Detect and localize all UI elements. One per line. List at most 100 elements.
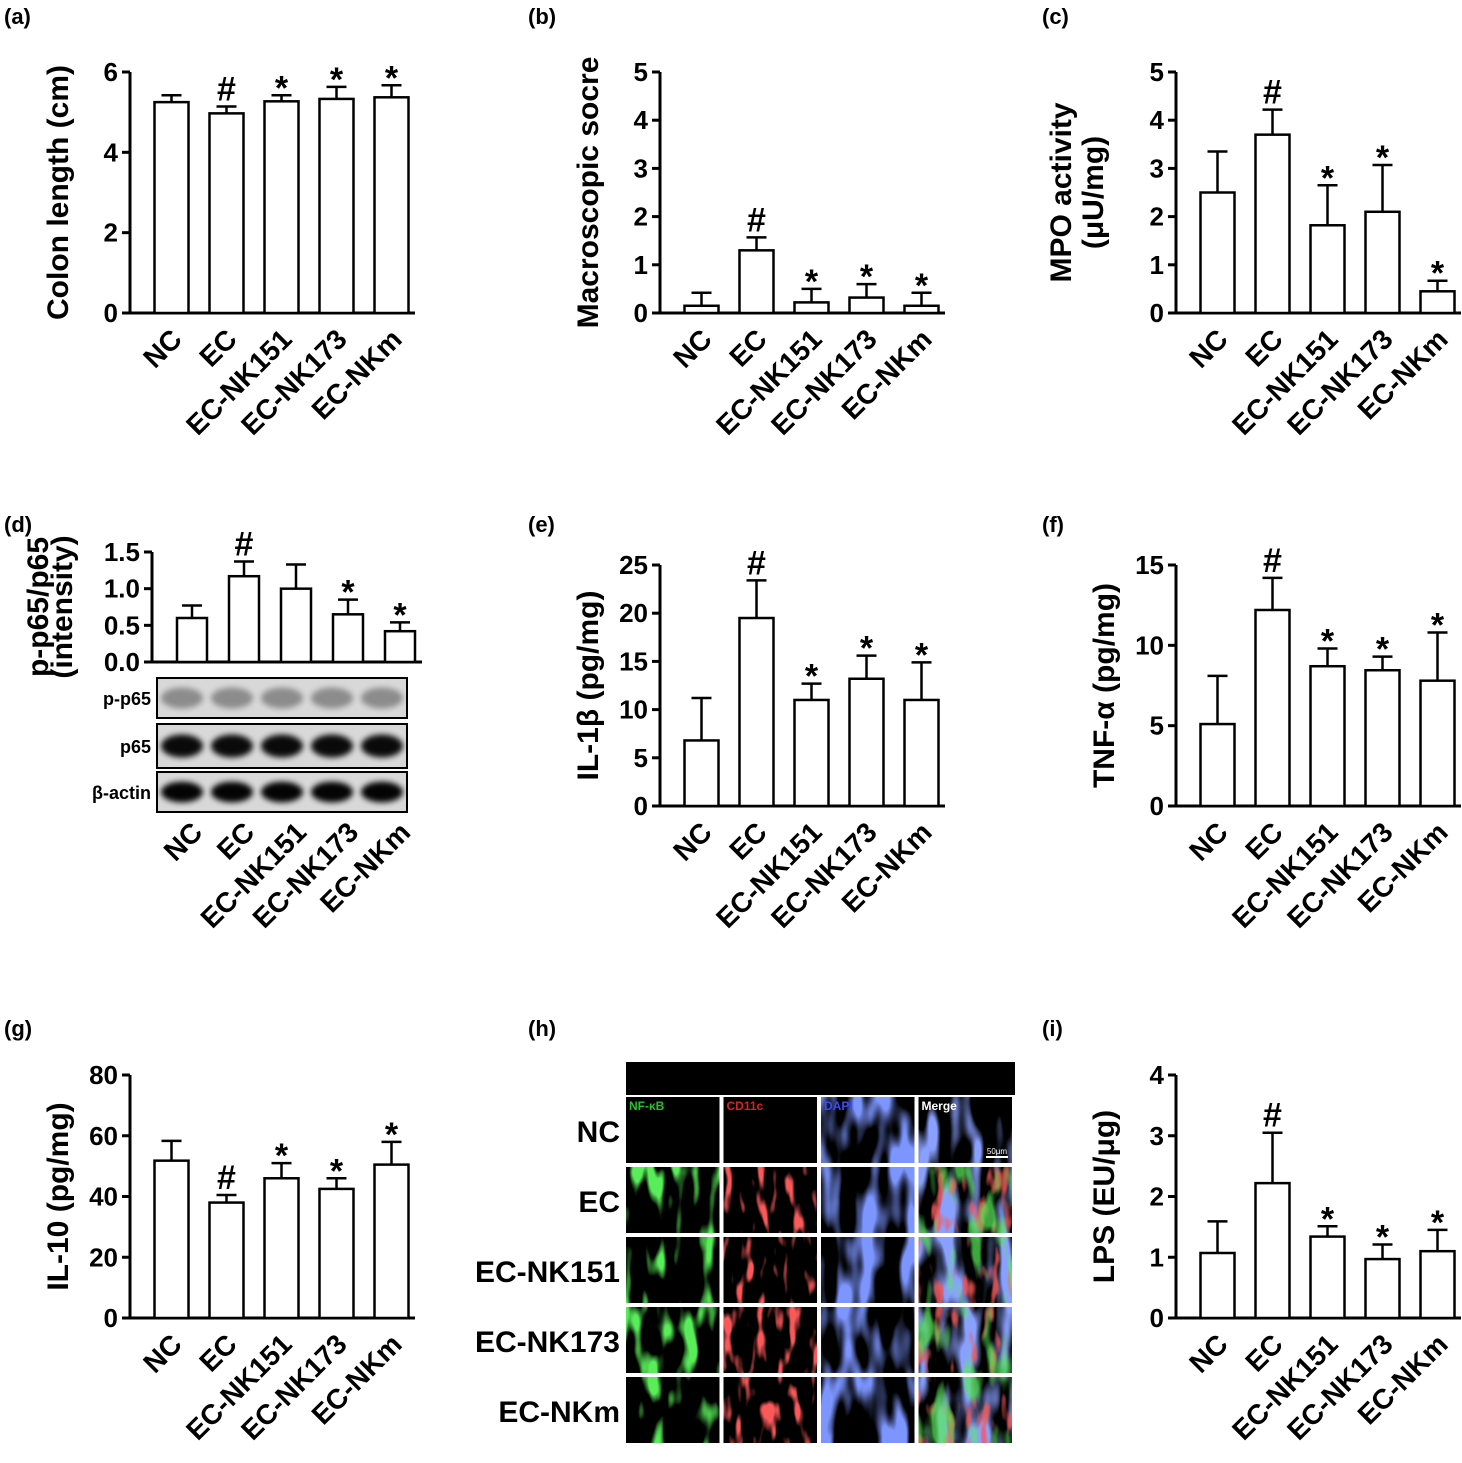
y-tick-label: 2	[1150, 202, 1164, 232]
panel-label: (h)	[528, 1016, 556, 1041]
category-label: NC	[158, 816, 209, 867]
microscopy-row-label: EC	[578, 1186, 620, 1219]
y-axis-label-unit: (intensity)	[46, 535, 79, 678]
y-tick-label: 15	[1135, 550, 1164, 580]
microscopy-signal	[723, 1307, 817, 1373]
microscopy-channel-label: CD11c	[727, 1099, 764, 1113]
bar	[793, 301, 830, 315]
microscopy-panel: (h) NF-κB⁺ CD11c⁺ NC NF-κB CD11c DAPI Merge 50…	[475, 1016, 1015, 1443]
y-tick-label: 40	[89, 1182, 118, 1212]
y-tick-label: 80	[89, 1060, 118, 1090]
significance-star: *	[860, 630, 874, 668]
bar	[683, 304, 720, 315]
scale-bar-label: 50μm	[987, 1147, 1008, 1156]
y-axis-label: LPS (EU/μg)	[1088, 1110, 1121, 1283]
significance-star: *	[915, 267, 929, 305]
chart-d: (d) 0.0 0.5 1.0 1.5 p-p65/p65(intensity) # * * NC…	[4, 512, 422, 934]
y-tick-label: 0	[634, 298, 648, 328]
bar	[1199, 1251, 1236, 1320]
microscopy-title: NF-κB⁺ CD11c⁺	[634, 1071, 751, 1088]
blot-band	[261, 734, 303, 758]
panel-label: (c)	[1042, 4, 1069, 29]
significance-hash: #	[235, 526, 254, 564]
significance-star: *	[1431, 255, 1445, 293]
y-tick-label: 3	[634, 153, 648, 183]
bar	[318, 1187, 355, 1320]
panel-label: (a)	[4, 4, 31, 29]
significance-hash: #	[1263, 74, 1282, 112]
blot-band	[311, 734, 353, 758]
bar	[1309, 224, 1346, 315]
significance-star: *	[915, 636, 929, 674]
y-tick-label: 0	[1150, 791, 1164, 821]
y-tick-label: 0.5	[104, 610, 140, 640]
significance-hash: #	[1263, 1097, 1282, 1135]
y-tick-label: 0	[1150, 298, 1164, 328]
microscopy-signal	[918, 1307, 1012, 1373]
bar	[1309, 1235, 1346, 1320]
bar	[1254, 133, 1291, 315]
y-tick-label: 1.0	[104, 574, 140, 604]
blot-row-label: β-actin	[92, 783, 151, 803]
bar	[1199, 191, 1236, 315]
panel-label: (g)	[4, 1016, 32, 1041]
y-tick-label: 5	[1150, 57, 1164, 87]
bar	[175, 616, 209, 664]
y-tick-label: 5	[634, 57, 648, 87]
category-label: NC	[667, 323, 718, 374]
bar	[373, 1163, 410, 1320]
significance-star: *	[1376, 631, 1390, 669]
y-tick-label: 1.5	[104, 537, 140, 567]
bar	[383, 629, 417, 664]
category-label: NC	[137, 1328, 188, 1379]
significance-hash: #	[747, 201, 766, 239]
blot-band	[361, 687, 403, 709]
microscopy-tile	[626, 1097, 720, 1163]
bar	[738, 616, 775, 808]
y-tick-label: 5	[1150, 711, 1164, 741]
y-tick-label: 0.0	[104, 647, 140, 677]
significance-star: *	[1321, 623, 1335, 661]
y-tick-label: 20	[619, 598, 648, 628]
bar	[793, 698, 830, 808]
significance-hash: #	[217, 1159, 236, 1197]
bar	[1199, 722, 1236, 808]
y-tick-label: 4	[1150, 1060, 1165, 1090]
y-tick-label: 3	[1150, 153, 1164, 183]
y-tick-label: 2	[104, 218, 118, 248]
microscopy-tile	[723, 1097, 817, 1163]
y-tick-label: 1	[634, 250, 648, 280]
bar	[903, 698, 940, 808]
blot-row-label: p65	[120, 737, 151, 757]
bar	[318, 97, 355, 315]
significance-star: *	[275, 1137, 289, 1175]
bar	[683, 739, 720, 808]
category-label: NC	[667, 816, 718, 867]
y-axis-label: IL-1β (pg/mg)	[572, 591, 605, 781]
blot-band	[211, 734, 253, 758]
bar	[1309, 664, 1346, 808]
bar	[1419, 1249, 1456, 1320]
significance-star: *	[805, 263, 819, 301]
microscopy-title-bar	[626, 1062, 1015, 1095]
microscopy-signal	[626, 1377, 720, 1443]
significance-star: *	[385, 1116, 399, 1154]
blot-band	[311, 781, 353, 803]
y-tick-label: 6	[104, 57, 118, 87]
panel-label: (e)	[528, 512, 555, 537]
bar	[263, 1177, 300, 1320]
bar	[1254, 608, 1291, 808]
y-tick-label: 4	[1150, 105, 1165, 135]
blot-band	[261, 687, 303, 709]
microscopy-signal	[918, 1237, 1012, 1303]
panel-label: (d)	[4, 512, 32, 537]
significance-star: *	[1376, 139, 1390, 177]
category-label: NC	[137, 323, 188, 374]
y-tick-label: 4	[104, 137, 119, 167]
microscopy-signal	[821, 1307, 915, 1373]
blot-band	[361, 734, 403, 758]
microscopy-row-label: EC-NK173	[475, 1326, 620, 1359]
microscopy-signal	[821, 1167, 915, 1233]
